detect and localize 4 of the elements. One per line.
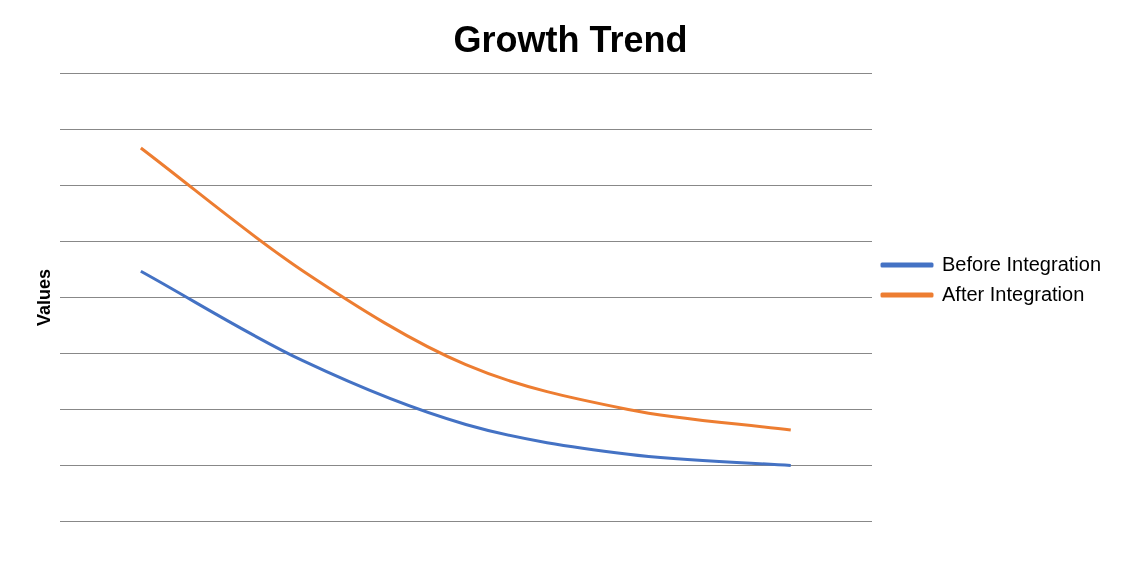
chart-title: Growth Trend bbox=[453, 18, 688, 60]
legend-label: After Integration bbox=[942, 282, 1085, 305]
legend-label: Before Integration bbox=[942, 252, 1102, 275]
y-axis-title: Values bbox=[33, 268, 54, 326]
